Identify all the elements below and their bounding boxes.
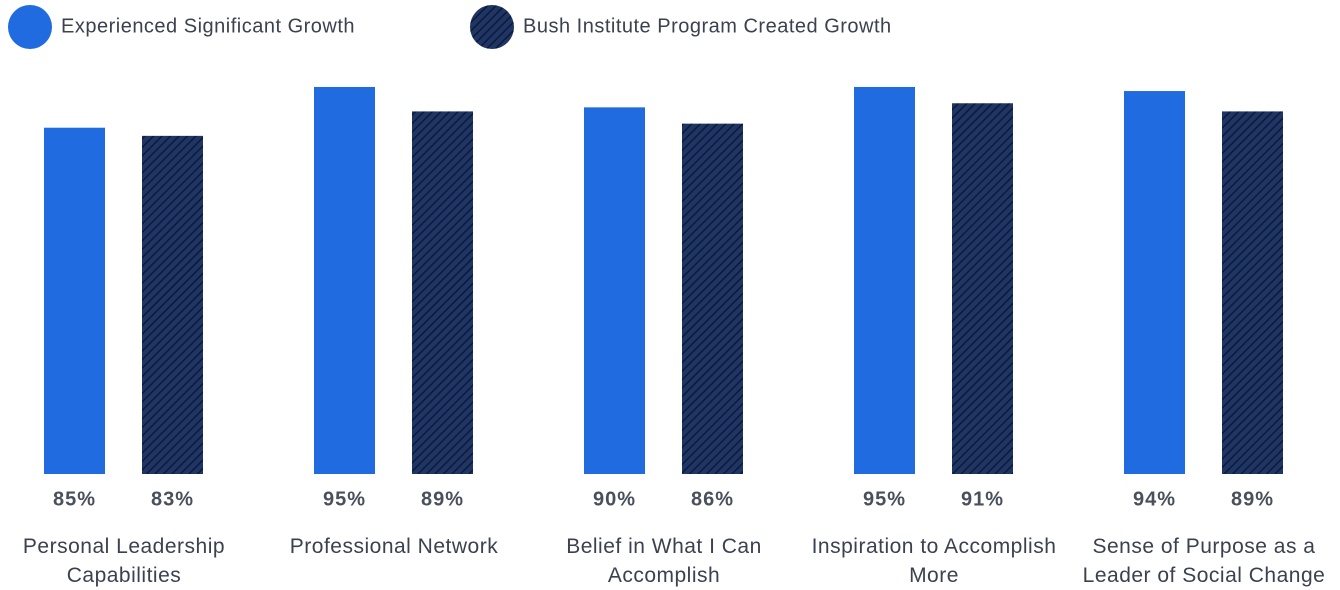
x-tick-label: Professional Network xyxy=(289,535,499,558)
x-tick-label: Inspiration to Accomplish More xyxy=(811,535,1057,587)
value-label: 89% xyxy=(421,488,464,510)
value-label: 86% xyxy=(691,488,734,510)
x-tick-label: Personal Leadership Capabilities xyxy=(22,535,226,587)
bar xyxy=(584,107,645,474)
bar xyxy=(854,86,915,474)
value-label: 85% xyxy=(53,488,96,510)
value-label: 95% xyxy=(323,488,366,510)
x-tick-label: Belief in What I Can Accomplish xyxy=(566,535,762,587)
bar xyxy=(44,127,105,475)
bar xyxy=(412,111,473,474)
bar xyxy=(682,123,743,475)
value-label: 90% xyxy=(593,488,636,510)
bar xyxy=(142,135,203,474)
x-tick-label: Sense of Purpose as a Leader of Social C… xyxy=(1082,535,1326,587)
bar xyxy=(1222,111,1283,474)
legend-label: Experienced Significant Growth xyxy=(61,15,355,37)
legend-label: Bush Institute Program Created Growth xyxy=(523,15,892,37)
bar xyxy=(1124,91,1185,474)
value-label: 83% xyxy=(151,488,194,510)
value-label: 89% xyxy=(1231,488,1274,510)
bar xyxy=(952,103,1013,475)
value-label: 94% xyxy=(1133,488,1176,510)
bar xyxy=(314,86,375,474)
value-label: 95% xyxy=(863,488,906,510)
legend-swatch xyxy=(8,5,52,49)
legend-swatch xyxy=(470,5,514,49)
value-label: 91% xyxy=(961,488,1004,510)
